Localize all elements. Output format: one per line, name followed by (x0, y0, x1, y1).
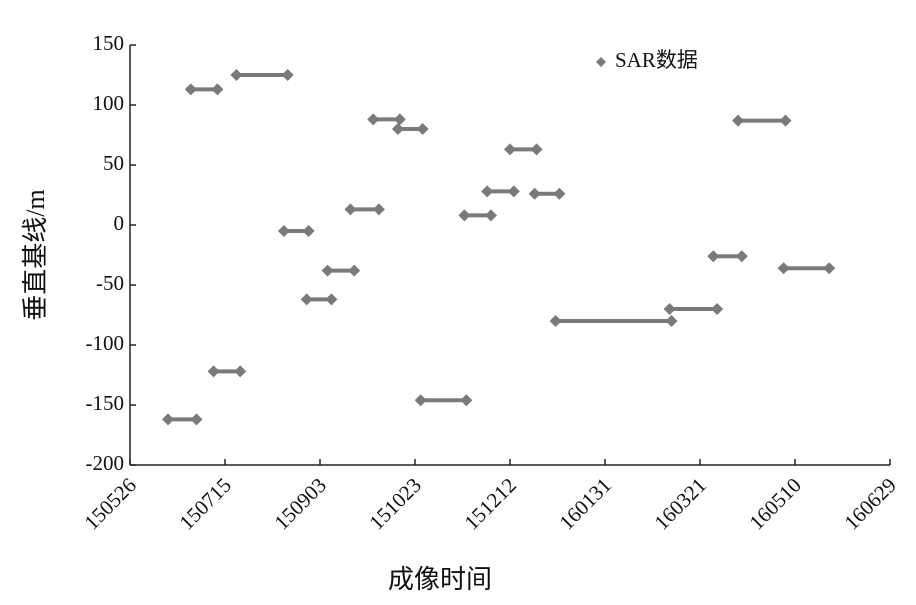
segment-start (344, 203, 357, 216)
y-tick-label: -150 (86, 391, 125, 415)
segment-end (530, 143, 543, 156)
segment-end (190, 413, 203, 426)
segment-start (321, 264, 334, 277)
segment-end (211, 83, 224, 96)
segment-end (234, 365, 247, 378)
segment-end (485, 209, 497, 222)
segment-end (823, 262, 836, 275)
segment-start (162, 413, 174, 426)
segment-end (735, 250, 748, 263)
legend-label: SAR数据 (615, 48, 698, 72)
segment-end (507, 185, 520, 198)
segment-end (416, 123, 429, 135)
segment-start (458, 209, 471, 222)
segment-end (325, 293, 338, 306)
segment-start (277, 225, 290, 237)
y-tick-label: -100 (86, 331, 125, 355)
x-axis-label: 成像时间 (388, 565, 492, 594)
segment-start (300, 293, 313, 306)
segment-end (372, 203, 385, 216)
segment-start (207, 365, 220, 378)
legend-marker (596, 57, 606, 67)
y-tick-label: 100 (93, 91, 125, 115)
y-axis-label: 垂直基线/m (21, 189, 50, 320)
segment-end (553, 187, 566, 200)
segment-start (367, 113, 380, 126)
segment-end (348, 264, 361, 277)
y-tick-label: 50 (103, 151, 124, 175)
segment-end (779, 114, 792, 127)
segment-start (777, 262, 790, 275)
segment-start (481, 185, 494, 198)
y-tick-label: -200 (86, 451, 125, 475)
segment-start (230, 69, 243, 81)
segment-end (665, 315, 678, 327)
segment-end (281, 69, 294, 81)
segment-start (504, 143, 516, 156)
segment-start (184, 83, 197, 96)
segment-start (549, 315, 562, 327)
segment-end (302, 225, 315, 237)
y-tick-label: 150 (93, 31, 125, 55)
segment-end (460, 394, 473, 407)
segment-end (393, 113, 406, 126)
segment-start (732, 114, 744, 127)
y-tick-label: 0 (114, 211, 125, 235)
segment-start (707, 250, 720, 263)
segment-start (391, 123, 404, 135)
segment-start (414, 394, 427, 407)
segment-end (711, 303, 724, 315)
segment-start (528, 187, 541, 200)
y-tick-label: -50 (96, 271, 124, 295)
segment-start (663, 303, 676, 315)
